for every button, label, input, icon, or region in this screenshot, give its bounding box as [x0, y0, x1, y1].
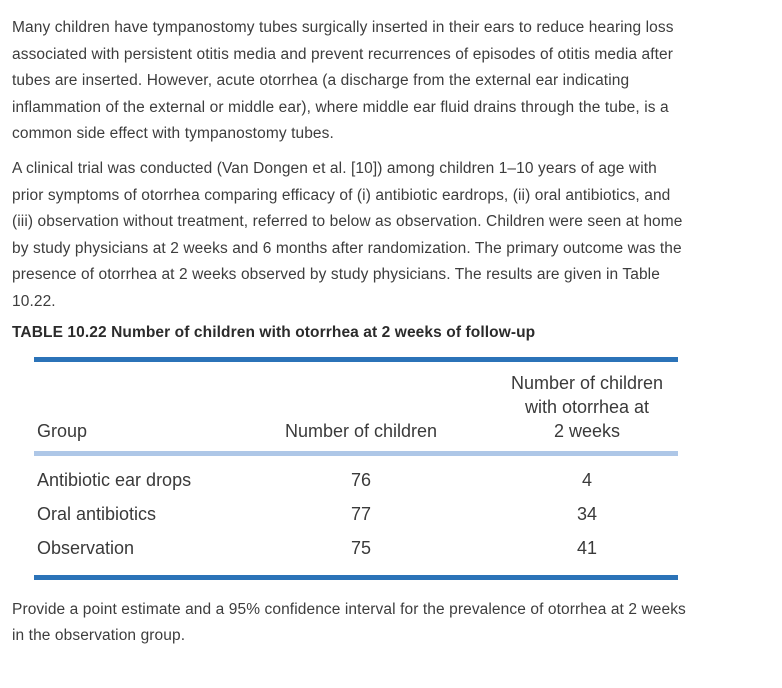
cell-group: Oral antibiotics	[37, 503, 157, 524]
question-paragraph: Provide a point estimate and a 95% confi…	[12, 600, 686, 645]
column-header-otorrhea-line1: Number of children	[510, 372, 664, 393]
cell-number-of-children: 76	[350, 469, 372, 490]
cell-number-of-children: 75	[350, 537, 372, 558]
cell-otorrhea-count: 41	[576, 537, 598, 558]
column-header-group: Group	[37, 420, 88, 441]
table-row-antibiotic-ear-drops: Antibiotic ear drops 76 4	[34, 453, 678, 497]
cell-otorrhea-count: 4	[581, 469, 592, 490]
column-header-otorrhea: Number of children with otorrhea at 2 we…	[496, 359, 678, 453]
study-paragraph: A clinical trial was conducted (Van Dong…	[12, 159, 683, 310]
cell-group: Antibiotic ear drops	[37, 469, 192, 490]
intro-paragraph: Many children have tympanostomy tubes su…	[12, 19, 674, 143]
table-caption: TABLE 10.22 Number of children with otor…	[12, 323, 536, 341]
table-body: Antibiotic ear drops 76 4 Oral antibioti…	[34, 453, 678, 577]
table-row-observation: Observation 75 41	[34, 531, 678, 578]
results-table-container: Group Number of children Number of child…	[34, 356, 678, 580]
column-header-otorrhea-line2: with otorrhea at	[524, 396, 650, 417]
cell-group: Observation	[37, 537, 135, 558]
column-header-otorrhea-line3: 2 weeks	[553, 420, 621, 441]
table-row-oral-antibiotics: Oral antibiotics 77 34	[34, 497, 678, 531]
cell-number-of-children: 77	[350, 503, 372, 524]
table-header: Group Number of children Number of child…	[34, 359, 678, 454]
results-table: Group Number of children Number of child…	[34, 356, 678, 580]
column-header-number-of-children: Number of children	[284, 420, 438, 441]
table-header-row: Group Number of children Number of child…	[34, 359, 678, 454]
cell-otorrhea-count: 34	[576, 503, 598, 524]
